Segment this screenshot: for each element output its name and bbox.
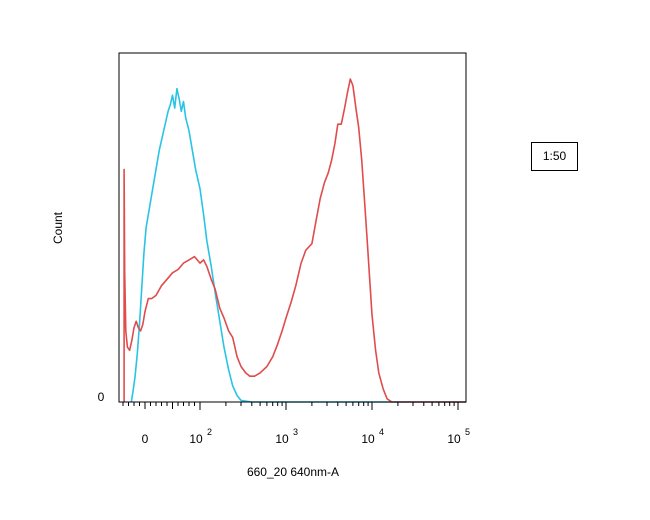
- x-axis-title: 660_20 640nm-A: [247, 465, 339, 479]
- x-tick-label-exponent: 5: [465, 427, 470, 437]
- x-tick-label: 10: [447, 432, 461, 446]
- plot-frame: [118, 52, 467, 403]
- x-tick-label: 10: [361, 432, 375, 446]
- plot-area: [123, 78, 466, 403]
- x-tick-label: 10: [189, 432, 203, 446]
- y-tick-label-zero: 0: [98, 390, 105, 404]
- histogram-series-1: [130, 87, 466, 403]
- x-tick-label-exponent: 4: [379, 427, 384, 437]
- x-tick-label: 10: [275, 432, 289, 446]
- x-tick-label-exponent: 2: [207, 427, 212, 437]
- y-axis-title: Count: [51, 211, 65, 244]
- x-tick-label-exponent: 3: [293, 427, 298, 437]
- x-axis-ticks: [122, 402, 459, 410]
- x-tick-label: 0: [142, 432, 149, 446]
- legend-sample-label: 1:50: [531, 142, 578, 171]
- histogram-series-2: [123, 78, 466, 403]
- x-axis-tick-labels: 0 10 2 10 3 10 4 10 5: [142, 427, 470, 446]
